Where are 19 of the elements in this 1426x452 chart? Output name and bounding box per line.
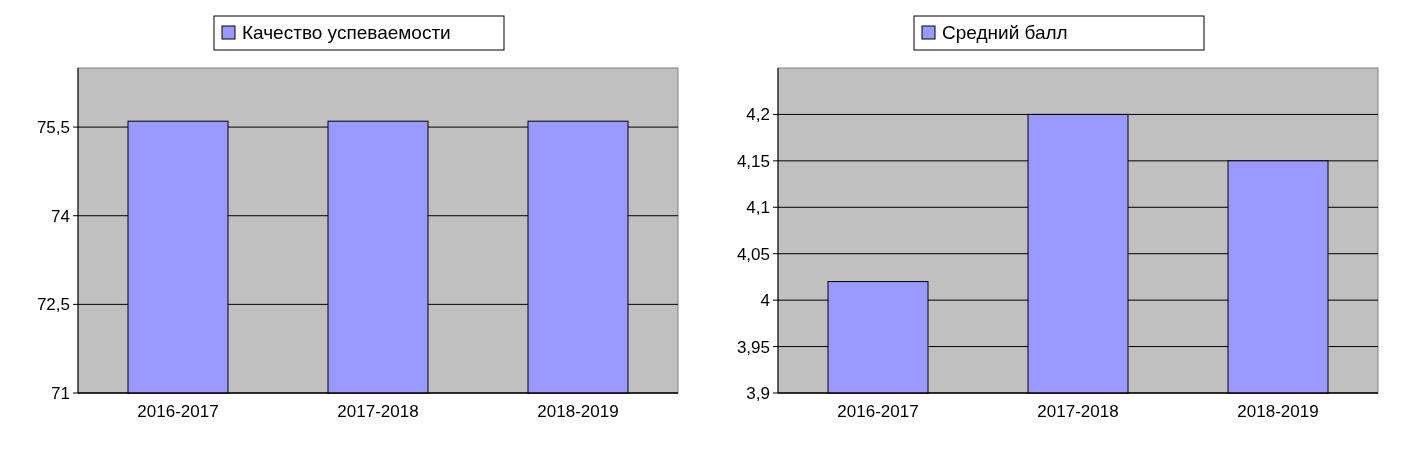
- y-tick-label: 72,5: [36, 295, 70, 315]
- x-tick-label: 2018-2019: [1237, 402, 1319, 421]
- y-tick-label: 74: [51, 206, 70, 226]
- y-tick-label: 4: [760, 291, 770, 311]
- y-tick-label: 71: [51, 383, 70, 403]
- x-tick-label: 2016-2017: [137, 402, 219, 421]
- y-tick-label: 4,1: [746, 198, 770, 218]
- y-tick-label: 75,5: [36, 118, 70, 138]
- x-tick-label: 2016-2017: [837, 402, 919, 421]
- legend-label: Средний балл: [942, 22, 1068, 43]
- y-tick-label: 3,9: [746, 383, 770, 403]
- x-tick-label: 2018-2019: [537, 402, 619, 421]
- legend-label: Качество успеваемости: [242, 22, 451, 43]
- y-tick-label: 4,15: [736, 151, 770, 171]
- y-tick-label: 3,95: [736, 337, 770, 357]
- y-tick-label: 4,05: [736, 244, 770, 264]
- y-tick-label: 4,2: [746, 105, 770, 125]
- x-tick-label: 2017-2018: [1037, 402, 1119, 421]
- x-tick-label: 2017-2018: [337, 402, 419, 421]
